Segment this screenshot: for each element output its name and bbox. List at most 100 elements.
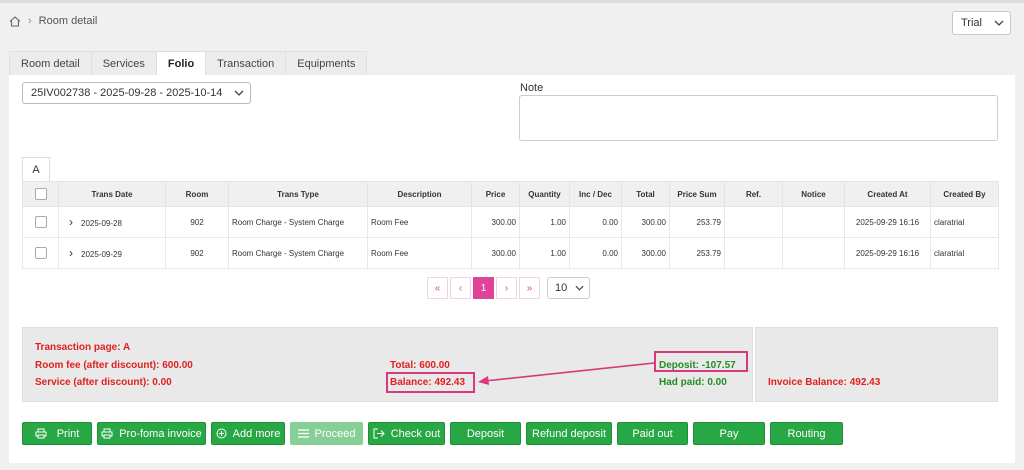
deposit-highlight [654, 351, 748, 372]
tab-equipments[interactable]: Equipments [285, 51, 368, 75]
printer-icon [101, 428, 113, 439]
ref-cell [724, 237, 783, 269]
notice-cell [782, 206, 845, 238]
header-price-sum[interactable]: Price Sum [669, 181, 725, 207]
prev-page-button[interactable]: ‹ [450, 277, 471, 299]
notice-cell [782, 237, 845, 269]
transaction-page-tab[interactable]: A [22, 157, 50, 181]
note-label: Note [520, 82, 544, 94]
inc-dec-cell: 0.00 [569, 206, 622, 238]
header-trans-type[interactable]: Trans Type [228, 181, 368, 207]
inc-dec-cell: 0.00 [569, 237, 622, 269]
folio-select[interactable]: 25IV002738 - 2025-09-28 - 2025-10-14 [22, 82, 251, 104]
table-row[interactable]: › 2025-09-28 902 Room Charge - System Cha… [22, 206, 999, 238]
select-all-checkbox[interactable] [34, 188, 47, 200]
trans-type-cell: Room Charge - System Charge [228, 206, 368, 238]
proceed-label: Proceed [314, 427, 356, 440]
created-by-cell: claratrial [930, 237, 999, 269]
description-cell: Room Fee [367, 237, 472, 269]
header-created-by[interactable]: Created By [930, 181, 999, 207]
header-price[interactable]: Price [471, 181, 520, 207]
page-size-select[interactable]: 10 [547, 277, 590, 299]
environment-value: Trial [961, 17, 982, 29]
table-row[interactable]: › 2025-09-29 902 Room Charge - System Cha… [22, 237, 999, 269]
chevron-right-icon: › [28, 15, 32, 27]
room-cell: 902 [165, 237, 229, 269]
paid-out-button[interactable]: Paid out [617, 422, 688, 445]
check-out-button[interactable]: Check out [368, 422, 445, 445]
refund-deposit-button[interactable]: Refund deposit [526, 422, 612, 445]
balance-highlight [386, 372, 475, 393]
sign-out-icon [373, 428, 385, 439]
had-paid-text: Had paid: 0.00 [659, 377, 727, 388]
folio-summary: Transaction page: A Room fee (after disc… [22, 327, 753, 402]
header-ref[interactable]: Ref. [724, 181, 783, 207]
paid-out-label: Paid out [632, 427, 673, 440]
top-bar: › Room detail Trial [0, 0, 1024, 37]
proforma-invoice-button[interactable]: Pro-foma invoice [97, 422, 206, 445]
tab-bar: Room detail Services Folio Transaction E… [9, 51, 368, 75]
transaction-page-text: Transaction page: A [35, 342, 131, 353]
price-cell: 300.00 [471, 237, 520, 269]
header-room[interactable]: Room [165, 181, 229, 207]
header-quantity[interactable]: Quantity [519, 181, 570, 207]
pagination: « ‹ 1 › » 10 [427, 277, 590, 299]
table-header-row: Trans Date Room Trans Type Description P… [22, 181, 999, 207]
routing-button[interactable]: Routing [770, 422, 843, 445]
trans-type-cell: Room Charge - System Charge [228, 237, 368, 269]
proceed-button[interactable]: Proceed [290, 422, 363, 445]
row-checkbox[interactable] [34, 247, 47, 259]
tab-folio[interactable]: Folio [155, 51, 207, 75]
header-inc-dec[interactable]: Inc / Dec [569, 181, 622, 207]
room-fee-text: Room fee (after discount): 600.00 [35, 360, 193, 371]
tab-transaction[interactable]: Transaction [205, 51, 287, 75]
chevron-down-icon [994, 20, 1004, 26]
tab-services[interactable]: Services [90, 51, 157, 75]
pay-label: Pay [719, 427, 739, 440]
header-trans-date[interactable]: Trans Date [58, 181, 166, 207]
add-more-button[interactable]: Add more [211, 422, 285, 445]
note-textarea[interactable] [519, 95, 998, 141]
description-cell: Room Fee [367, 206, 472, 238]
header-description[interactable]: Description [367, 181, 472, 207]
row-checkbox[interactable] [34, 216, 47, 228]
folio-panel: 25IV002738 - 2025-09-28 - 2025-10-14 Not… [9, 75, 1015, 463]
breadcrumb: › Room detail [9, 15, 97, 27]
header-total[interactable]: Total [621, 181, 670, 207]
page-size-value: 10 [555, 282, 568, 294]
deposit-button[interactable]: Deposit [450, 422, 521, 445]
price-sum-cell: 253.79 [669, 206, 725, 238]
header-notice[interactable]: Notice [782, 181, 845, 207]
service-text: Service (after discount): 0.00 [35, 377, 172, 388]
check-out-label: Check out [390, 427, 441, 440]
created-by-cell: claratrial [930, 206, 999, 238]
home-icon[interactable] [9, 15, 21, 27]
total-cell: 300.00 [621, 237, 670, 269]
chevron-down-icon [234, 90, 244, 96]
printer-icon [35, 428, 47, 439]
trans-date-cell: › 2025-09-28 [58, 206, 166, 238]
row-select-cell [22, 237, 59, 269]
first-page-button[interactable]: « [427, 277, 448, 299]
room-cell: 902 [165, 206, 229, 238]
pay-button[interactable]: Pay [693, 422, 765, 445]
add-more-label: Add more [232, 427, 281, 440]
quantity-cell: 1.00 [519, 237, 570, 269]
routing-label: Routing [787, 427, 826, 440]
expand-chevron-icon[interactable]: › [69, 246, 73, 260]
environment-select[interactable]: Trial [952, 11, 1011, 35]
expand-chevron-icon[interactable]: › [69, 215, 73, 229]
next-page-button[interactable]: › [496, 277, 517, 299]
print-button[interactable]: Print [22, 422, 92, 445]
deposit-text: Deposit: -107.57 [659, 360, 736, 371]
folio-select-value: 25IV002738 - 2025-09-28 - 2025-10-14 [31, 87, 223, 99]
total-cell: 300.00 [621, 206, 670, 238]
page-1-button[interactable]: 1 [473, 277, 494, 299]
header-created-at[interactable]: Created At [844, 181, 931, 207]
created-at-cell: 2025-09-29 16:16 [844, 237, 931, 269]
last-page-button[interactable]: » [519, 277, 540, 299]
tab-room-detail[interactable]: Room detail [9, 51, 92, 75]
price-sum-cell: 253.79 [669, 237, 725, 269]
breadcrumb-current: Room detail [38, 15, 98, 27]
trans-date: 2025-09-29 [81, 250, 122, 259]
